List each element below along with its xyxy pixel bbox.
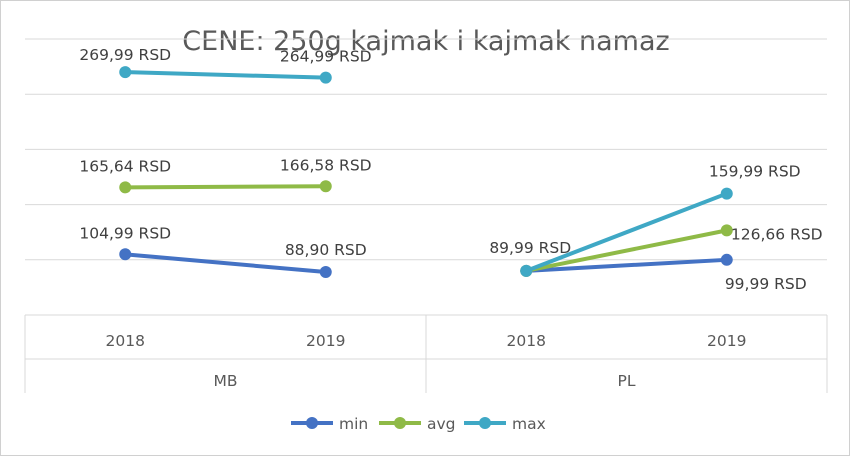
group-label: PL <box>618 372 636 390</box>
legend-label-max: max <box>512 415 546 433</box>
series-line-max <box>524 191 729 273</box>
data-point-min <box>319 266 332 279</box>
data-label: 269,99 RSD <box>79 46 171 64</box>
series-line-min <box>524 257 729 273</box>
group-label: MB <box>213 372 237 390</box>
chart-title: CENE: 250g kajmak i kajmak namaz <box>182 26 669 57</box>
data-labels: 104,99 RSD 88,90 RSD 165,64 RSD 166,58 RSD 2… <box>79 46 822 293</box>
data-point-avg <box>119 181 132 194</box>
data-point-max <box>720 187 733 200</box>
series-line-avg <box>123 184 328 190</box>
data-point-max <box>319 71 332 84</box>
x-tick-label: 2018 <box>106 332 145 350</box>
legend-marker-min <box>306 417 318 429</box>
data-label: 104,99 RSD <box>79 224 171 242</box>
data-label: 88,90 RSD <box>285 241 367 259</box>
category-axis: 2018 2019 MB 2018 2019 PL <box>24 315 828 393</box>
series-line-avg <box>524 228 729 273</box>
legend-marker-avg <box>394 417 406 429</box>
x-tick-label: 2019 <box>306 332 345 350</box>
legend-marker-max <box>479 417 491 429</box>
data-point-min <box>720 253 733 266</box>
data-point-max <box>520 264 533 277</box>
series-lines <box>119 66 733 279</box>
data-point-avg <box>720 224 733 237</box>
data-point-avg <box>319 180 332 193</box>
legend: min avg max <box>291 415 546 433</box>
legend-label-min: min <box>339 415 368 433</box>
data-label: 99,99 RSD <box>725 275 807 293</box>
series-line-max <box>123 70 328 80</box>
data-label: 165,64 RSD <box>79 157 171 175</box>
data-label: 126,66 RSD <box>731 225 823 243</box>
series-line-min <box>123 252 328 275</box>
x-tick-label: 2018 <box>507 332 546 350</box>
gridlines <box>25 38 827 316</box>
data-label: 159,99 RSD <box>709 163 801 181</box>
data-label: 264,99 RSD <box>280 48 372 66</box>
data-label: 166,58 RSD <box>280 156 372 174</box>
legend-label-avg: avg <box>427 415 456 433</box>
data-point-min <box>119 248 132 261</box>
data-label: 89,99 RSD <box>489 239 571 257</box>
x-tick-label: 2019 <box>707 332 746 350</box>
data-point-max <box>119 66 132 79</box>
